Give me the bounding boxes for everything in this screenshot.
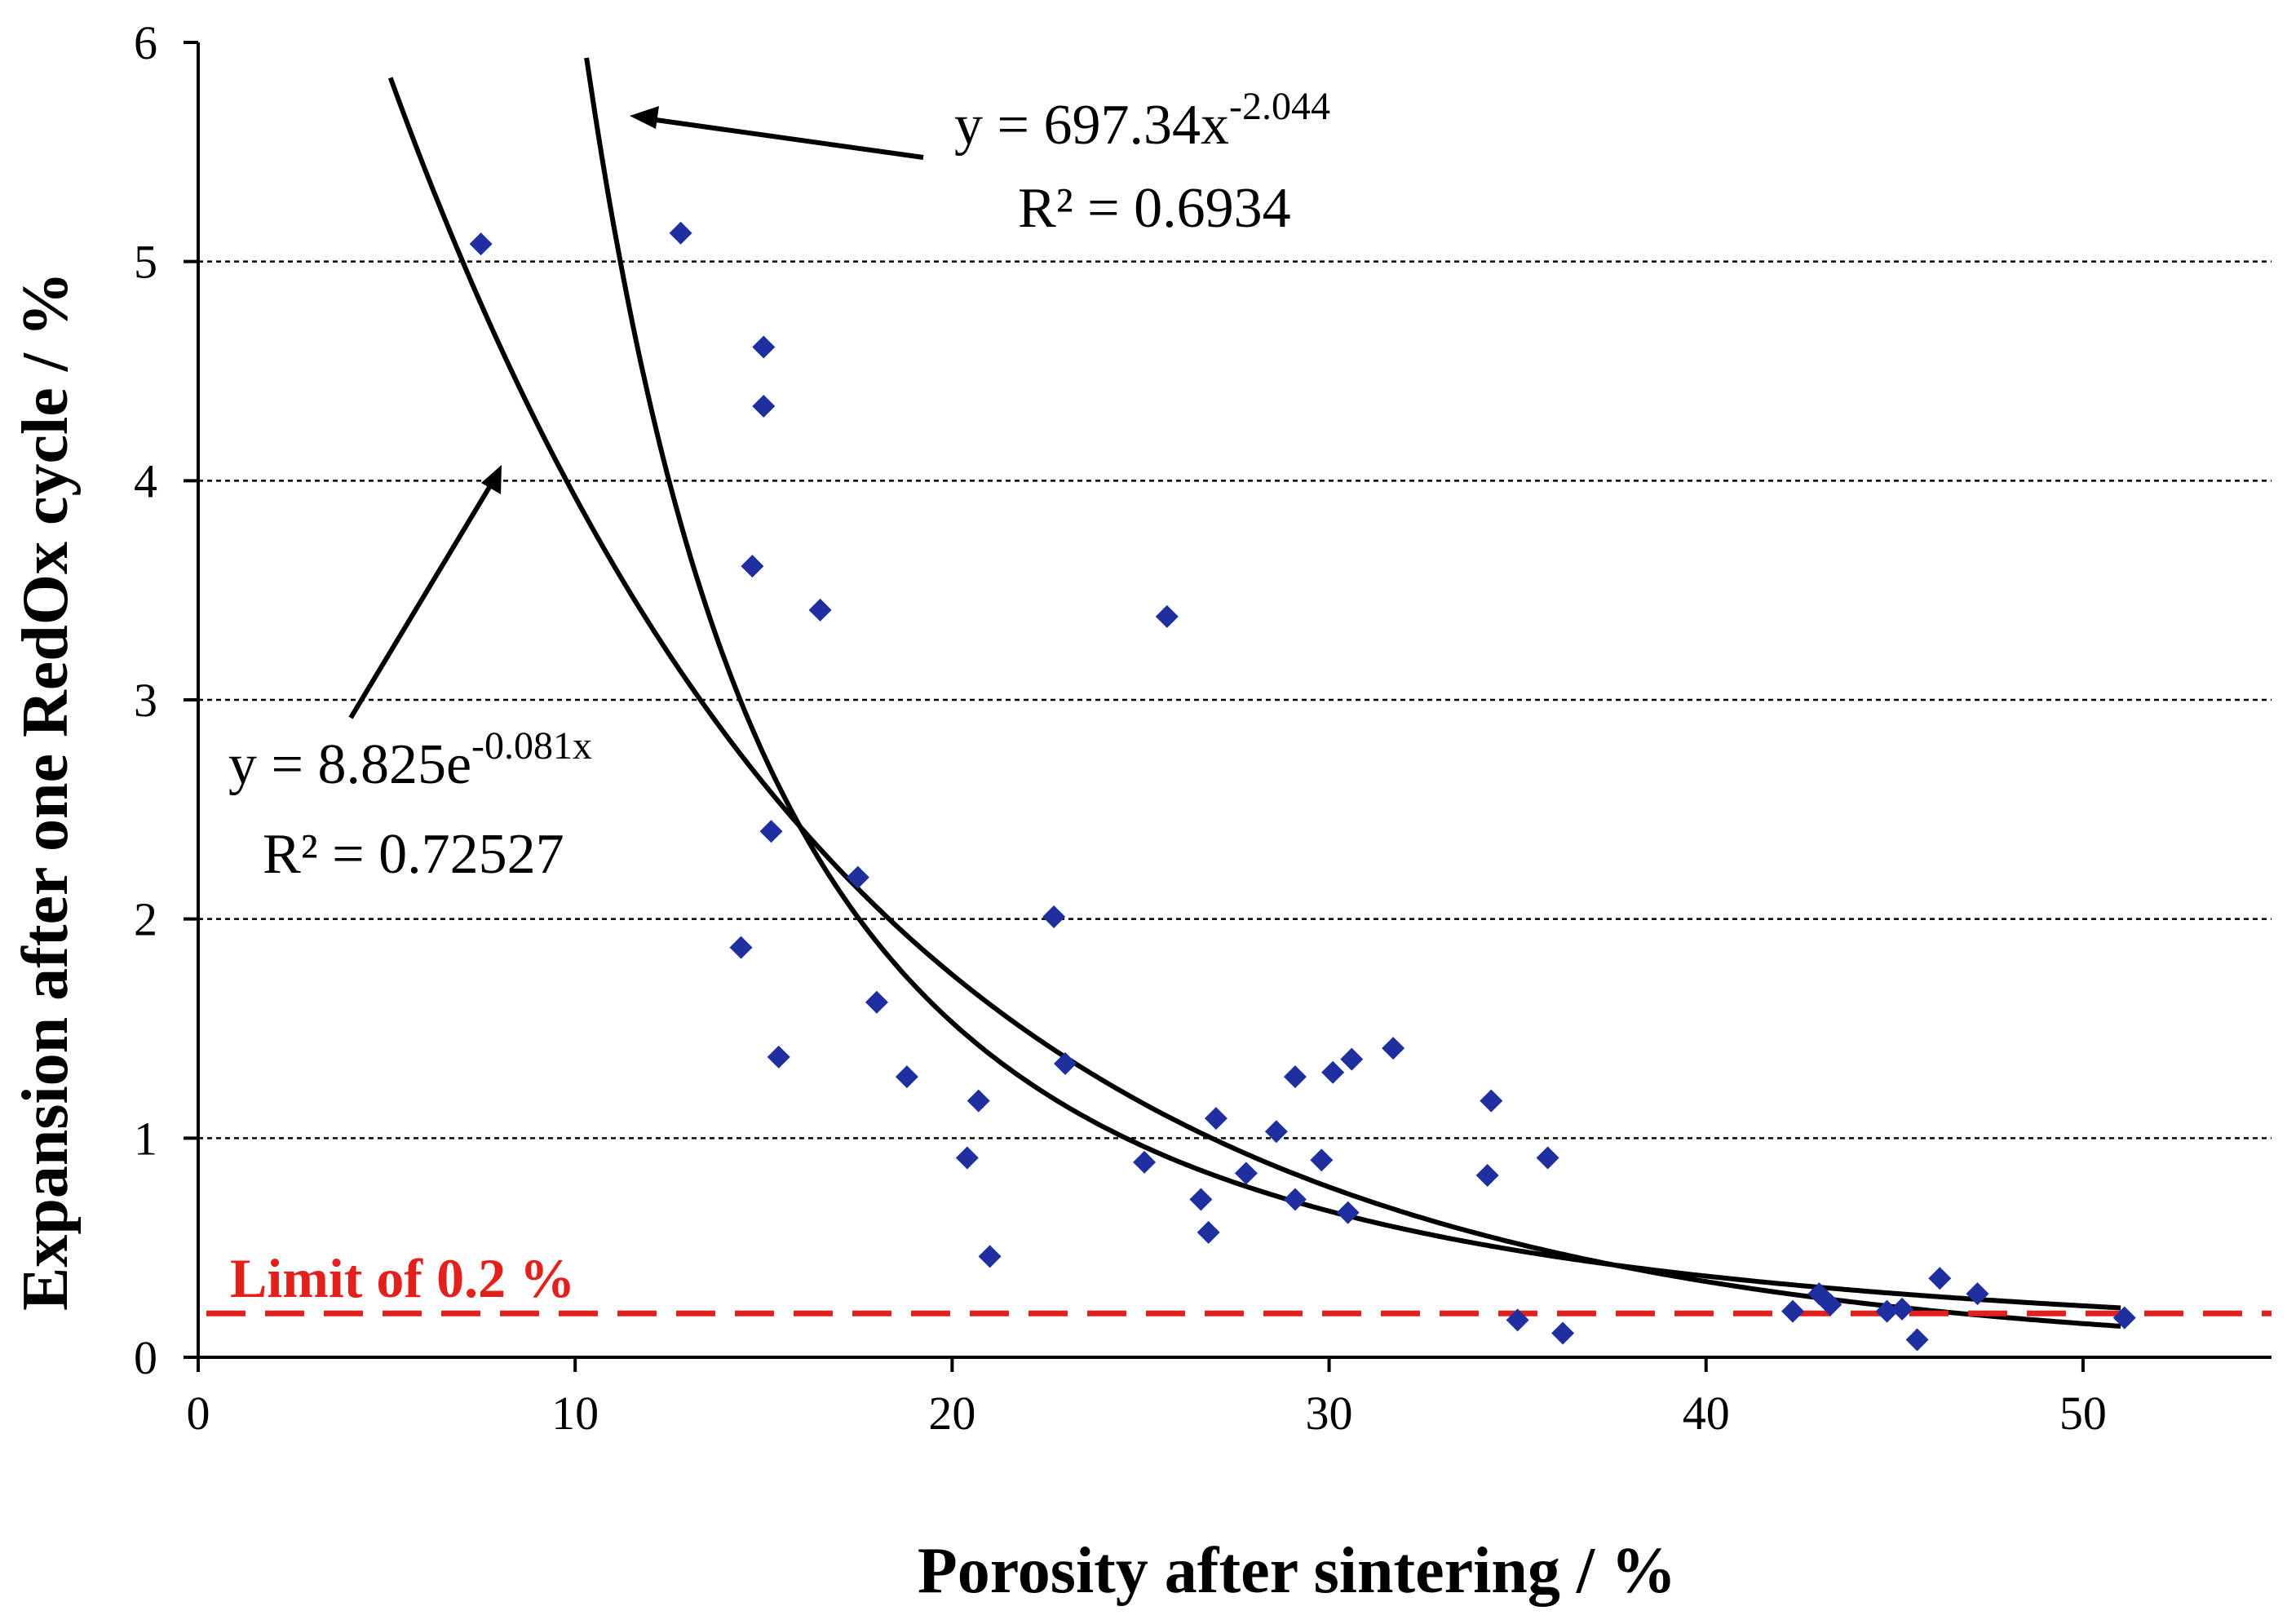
x-tick-label: 10 xyxy=(551,1387,599,1440)
exp-fit-arrow xyxy=(348,475,498,719)
x-axis-title: Porosity after sintering / % xyxy=(918,1535,1676,1607)
data-point xyxy=(1905,1328,1929,1352)
data-point xyxy=(741,555,764,578)
data-point xyxy=(1382,1037,1405,1060)
data-point xyxy=(752,394,776,418)
data-point xyxy=(1054,1051,1077,1075)
data-point xyxy=(1264,1120,1288,1144)
y-tick-label: 1 xyxy=(134,1112,157,1165)
data-point xyxy=(752,335,776,359)
x-tick-label: 40 xyxy=(1683,1387,1730,1440)
data-point xyxy=(967,1089,990,1113)
exp-fit-r2: R² = 0.72527 xyxy=(263,823,564,886)
power-fit-annotation: y = 697.34x-2.044 R² = 0.6934 xyxy=(630,85,1330,240)
tick-labels: 0 10 20 30 40 50 0 1 2 3 4 5 6 xyxy=(134,16,2107,1440)
data-point xyxy=(808,598,832,622)
gridlines xyxy=(198,260,2272,1139)
data-point xyxy=(1189,1188,1213,1211)
exp-fit-annotation: y = 8.825e-0.081x R² = 0.72527 xyxy=(228,465,592,886)
data-point xyxy=(469,232,493,256)
data-point xyxy=(669,221,692,245)
y-tick-label: 6 xyxy=(134,16,157,69)
data-point xyxy=(1321,1060,1345,1084)
data-point xyxy=(955,1146,979,1170)
data-point xyxy=(1283,1188,1307,1211)
x-tick-label: 30 xyxy=(1306,1387,1353,1440)
limit-label: Limit of 0.2 % xyxy=(230,1247,575,1309)
data-point xyxy=(978,1245,1002,1268)
power-fit-curve xyxy=(584,57,2121,1311)
data-point xyxy=(767,1045,790,1069)
data-point xyxy=(1506,1308,1529,1332)
data-point xyxy=(1336,1201,1360,1224)
data-point xyxy=(1928,1267,1952,1290)
axes xyxy=(184,41,2272,1372)
data-point xyxy=(1966,1282,1989,1306)
data-point xyxy=(1310,1148,1334,1172)
y-axis-title: Expansion after one RedOx cycle / % xyxy=(10,272,82,1311)
x-tick-label: 0 xyxy=(187,1387,210,1440)
trend-lines xyxy=(387,57,2121,1329)
data-point xyxy=(1234,1162,1258,1185)
data-point xyxy=(1891,1297,1914,1321)
data-point xyxy=(1480,1089,1503,1113)
power-fit-arrowhead xyxy=(630,106,659,129)
data-point xyxy=(865,990,888,1014)
y-tick-label: 0 xyxy=(134,1331,157,1384)
data-points xyxy=(469,221,2136,1352)
power-fit-r2: R² = 0.6934 xyxy=(1018,177,1291,240)
data-point xyxy=(2112,1306,2136,1330)
data-point xyxy=(1536,1146,1559,1170)
exp-fit-arrowhead xyxy=(481,465,502,494)
data-point xyxy=(1155,604,1179,628)
x-tick-label: 20 xyxy=(928,1387,975,1440)
y-tick-label: 5 xyxy=(134,236,157,289)
data-point xyxy=(1204,1107,1228,1131)
y-tick-label: 2 xyxy=(134,893,157,946)
data-point xyxy=(1875,1299,1899,1323)
data-point xyxy=(1042,905,1066,928)
data-point xyxy=(1133,1150,1157,1174)
data-point xyxy=(1340,1047,1364,1071)
data-point xyxy=(759,820,783,843)
x-tick-label: 50 xyxy=(2059,1387,2107,1440)
y-tick-label: 4 xyxy=(134,454,157,507)
data-point xyxy=(1781,1299,1805,1323)
data-point xyxy=(1819,1293,1842,1316)
data-point xyxy=(1475,1164,1499,1188)
exp-fit-equation: y = 8.825e-0.081x xyxy=(228,724,592,796)
data-point xyxy=(729,936,753,959)
data-point xyxy=(895,1065,918,1089)
power-fit-equation: y = 697.34x-2.044 xyxy=(954,85,1330,157)
data-point xyxy=(1197,1220,1220,1244)
power-fit-arrow xyxy=(644,116,924,160)
data-point xyxy=(1551,1321,1575,1345)
data-point xyxy=(1283,1065,1307,1089)
data-point xyxy=(846,865,869,889)
y-tick-label: 3 xyxy=(134,674,157,727)
